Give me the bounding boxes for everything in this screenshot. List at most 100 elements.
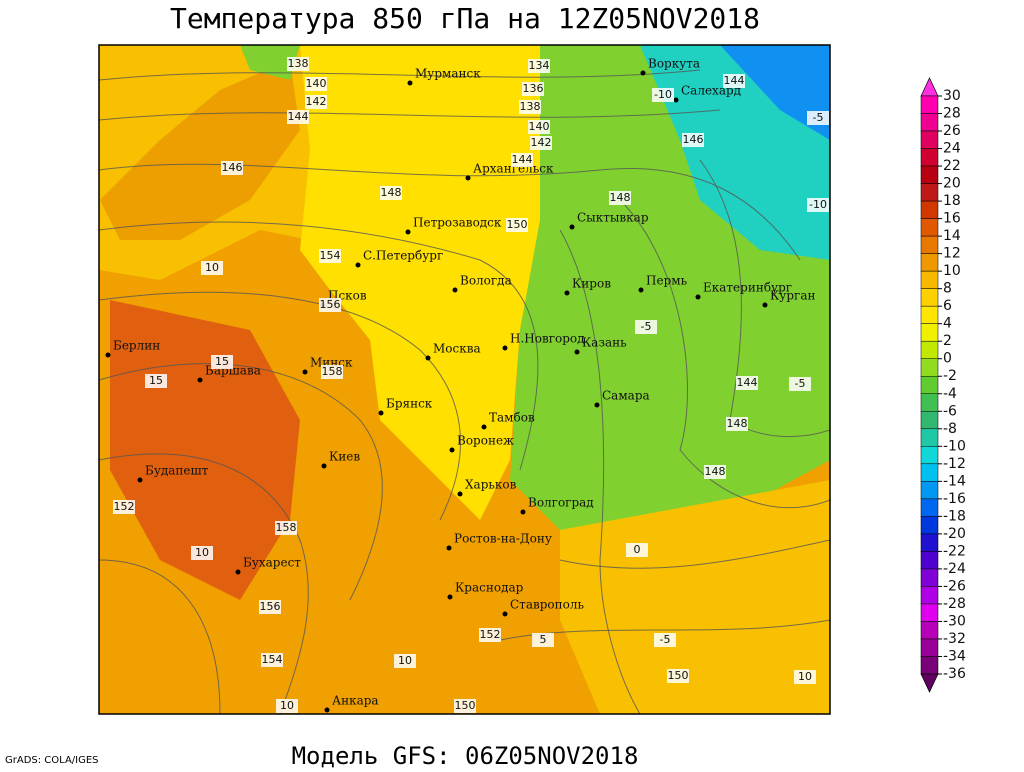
isoline-label: 10 — [398, 654, 412, 667]
isoline-label: 148 — [727, 417, 748, 430]
isoline-label: 150 — [455, 699, 476, 712]
city-dot — [574, 349, 580, 355]
city-label: Петрозаводск — [413, 216, 502, 230]
field-green-small — [240, 45, 300, 80]
colorbar-label: 20 — [943, 176, 961, 192]
isoline-label: 138 — [520, 100, 541, 113]
isoline-label: -5 — [813, 111, 824, 124]
colorbar-swatch — [920, 638, 939, 657]
isoline-label: 15 — [149, 374, 163, 387]
isoline-label-box — [807, 198, 829, 212]
isoline-label-box — [305, 95, 327, 109]
isoline-label-box — [726, 417, 748, 431]
isoline-label: -5 — [795, 377, 806, 390]
isoline-label-box — [519, 100, 541, 114]
colorbar-swatch — [920, 148, 939, 167]
isoline-label-box — [319, 249, 341, 263]
colorbar-swatch — [920, 603, 939, 622]
colorbar-swatch — [920, 533, 939, 552]
city-dot — [457, 491, 463, 497]
city-label: Берлин — [113, 339, 160, 353]
isoline-label: 134 — [529, 59, 550, 72]
isoline-label: 148 — [705, 465, 726, 478]
colorbar-swatch — [920, 463, 939, 482]
isoline-label: 142 — [306, 95, 327, 108]
isoline-label-box — [321, 365, 343, 379]
isoline-label-box — [609, 191, 631, 205]
colorbar-label: 24 — [943, 141, 961, 157]
colorbar-label: -26 — [943, 578, 966, 594]
map-field — [99, 45, 830, 714]
isoline-label: 152 — [480, 628, 501, 641]
isoline-label-box — [276, 699, 298, 713]
title: Температура 850 гПа на 12Z05NOV2018 — [170, 2, 760, 35]
colorbar-label: 22 — [943, 158, 961, 174]
colorbar-label: -4 — [943, 386, 957, 402]
isoline-label-box — [635, 320, 657, 334]
city-dot — [481, 424, 487, 430]
isoline-label-box — [259, 600, 281, 614]
isoline-label: 146 — [222, 161, 243, 174]
city-label: Ростов-на-Дону — [454, 532, 552, 546]
city-dot — [355, 262, 361, 268]
isoline-label: 144 — [512, 153, 533, 166]
isoline-label: 150 — [668, 669, 689, 682]
isoline-label-box — [807, 111, 829, 125]
colorbar-swatch — [920, 235, 939, 254]
city-dot — [640, 70, 646, 76]
city-dot — [446, 545, 452, 551]
colorbar-swatch — [920, 393, 939, 412]
colorbar-swatch — [920, 200, 939, 219]
isoline-label-box — [319, 298, 341, 312]
city-dot — [465, 175, 471, 181]
city-label: Киев — [329, 450, 360, 464]
isoline-label: 154 — [320, 249, 341, 262]
colorbar: 302826242220181614121086420-2-4-6-8-10-1… — [920, 77, 966, 693]
isoline-label-box — [528, 120, 550, 134]
city-label: Курган — [770, 289, 815, 303]
isoline-label: 5 — [540, 633, 547, 646]
colorbar-label: -22 — [943, 543, 966, 559]
city-dot — [502, 345, 508, 351]
isoline-label: -5 — [660, 633, 671, 646]
isoline-label: 142 — [531, 136, 552, 149]
colorbar-swatch — [920, 481, 939, 500]
colorbar-swatch — [920, 411, 939, 430]
isoline-label-box — [221, 161, 243, 175]
isoline-label: 154 — [262, 653, 283, 666]
city-label: Бухарест — [243, 556, 301, 570]
colorbar-label: 2 — [943, 333, 952, 349]
city-dot — [673, 97, 679, 103]
isoline-label-box — [380, 186, 402, 200]
isoline-label-box — [201, 261, 223, 275]
isoline-label-box — [682, 133, 704, 147]
isoline-label: 150 — [507, 218, 528, 231]
colorbar-cap — [920, 673, 939, 693]
city-label: Краснодар — [455, 581, 524, 595]
city-label: С.Петербург — [363, 249, 443, 263]
isoline-label: 148 — [610, 191, 631, 204]
isoline-label-box — [511, 153, 533, 167]
isoline-label-box — [454, 699, 476, 713]
city-dot — [594, 402, 600, 408]
isoline-label-box — [626, 543, 648, 557]
colorbar-swatch — [920, 340, 939, 359]
colorbar-label: 18 — [943, 193, 961, 209]
colorbar-swatch — [920, 516, 939, 535]
city-label: Москва — [433, 342, 481, 356]
isoline-label-box — [394, 654, 416, 668]
isoline-label: 144 — [288, 110, 309, 123]
isoline-label-box — [261, 653, 283, 667]
isoline-label: 10 — [195, 546, 209, 559]
colorbar-label: 30 — [943, 88, 961, 104]
colorbar-label: -30 — [943, 613, 966, 629]
city-label: Казань — [582, 336, 627, 350]
city-label: Екатеринбург — [703, 281, 792, 295]
colorbar-swatch — [920, 270, 939, 289]
isoline-label-box — [191, 546, 213, 560]
city-dot — [449, 447, 455, 453]
colorbar-label: -28 — [943, 596, 966, 612]
isoline-label-box — [113, 500, 135, 514]
field-blue — [720, 45, 830, 140]
